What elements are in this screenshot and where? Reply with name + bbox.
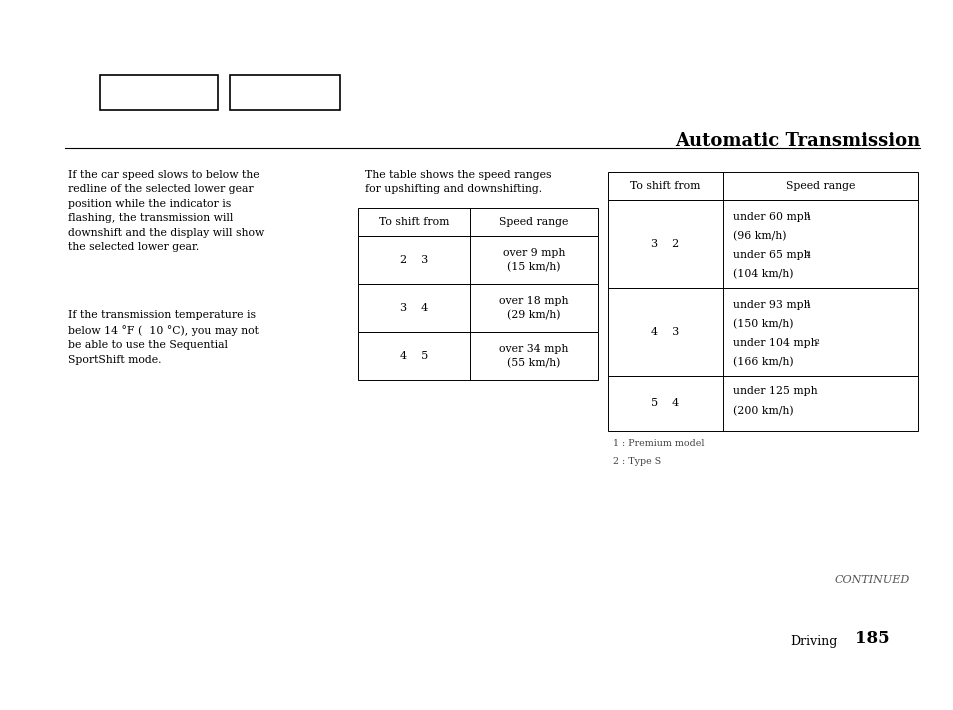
Text: under 104 mph: under 104 mph [732, 338, 817, 348]
Text: If the transmission temperature is
below 14 °F (  10 °C), you may not
be able to: If the transmission temperature is below… [68, 310, 258, 364]
Text: (200 km/h): (200 km/h) [732, 406, 793, 416]
Text: 2 : Type S: 2 : Type S [613, 457, 660, 466]
Text: 4    5: 4 5 [399, 351, 428, 361]
Bar [357, 284, 598, 332]
Bar [607, 172, 917, 200]
Text: 3    2: 3 2 [651, 239, 679, 249]
Text: Speed range: Speed range [498, 217, 568, 227]
Text: (96 km/h): (96 km/h) [732, 231, 785, 241]
Text: over 34 mph
(55 km/h): over 34 mph (55 km/h) [498, 344, 568, 368]
Text: under 65 mph: under 65 mph [732, 250, 810, 260]
Bar [100, 75, 218, 110]
Text: (150 km/h): (150 km/h) [732, 319, 793, 329]
Text: under 125 mph: under 125 mph [732, 386, 817, 396]
Text: 4    3: 4 3 [651, 327, 679, 337]
Text: Speed range: Speed range [785, 181, 854, 191]
Text: under 60 mph: under 60 mph [732, 212, 810, 222]
Bar [607, 200, 917, 288]
Bar [607, 376, 917, 431]
Text: 5    4: 5 4 [651, 398, 679, 408]
Bar [357, 332, 598, 380]
Text: If the car speed slows to below the
redline of the selected lower gear
position : If the car speed slows to below the redl… [68, 170, 264, 252]
Text: 2: 2 [813, 338, 818, 346]
Text: Automatic Transmission: Automatic Transmission [674, 132, 919, 150]
Bar [357, 236, 598, 284]
Bar [230, 75, 339, 110]
Text: The table shows the speed ranges
for upshifting and downshifting.: The table shows the speed ranges for ups… [365, 170, 551, 195]
Text: over 9 mph
(15 km/h): over 9 mph (15 km/h) [502, 248, 564, 272]
Bar [607, 288, 917, 376]
Text: over 18 mph
(29 km/h): over 18 mph (29 km/h) [498, 296, 568, 320]
Text: 1: 1 [804, 212, 809, 220]
Text: 185: 185 [854, 630, 889, 647]
Text: To shift from: To shift from [378, 217, 449, 227]
Text: 1: 1 [804, 300, 809, 308]
Text: (166 km/h): (166 km/h) [732, 357, 793, 367]
Text: Driving: Driving [789, 635, 837, 648]
Text: 2: 2 [804, 250, 809, 258]
Text: 1 : Premium model: 1 : Premium model [613, 439, 703, 448]
Text: under 93 mph: under 93 mph [732, 300, 810, 310]
Text: (104 km/h): (104 km/h) [732, 269, 793, 279]
Bar [357, 208, 598, 236]
Text: 2    3: 2 3 [399, 255, 428, 265]
Text: To shift from: To shift from [630, 181, 700, 191]
Text: CONTINUED: CONTINUED [834, 575, 909, 585]
Text: 3    4: 3 4 [399, 303, 428, 313]
